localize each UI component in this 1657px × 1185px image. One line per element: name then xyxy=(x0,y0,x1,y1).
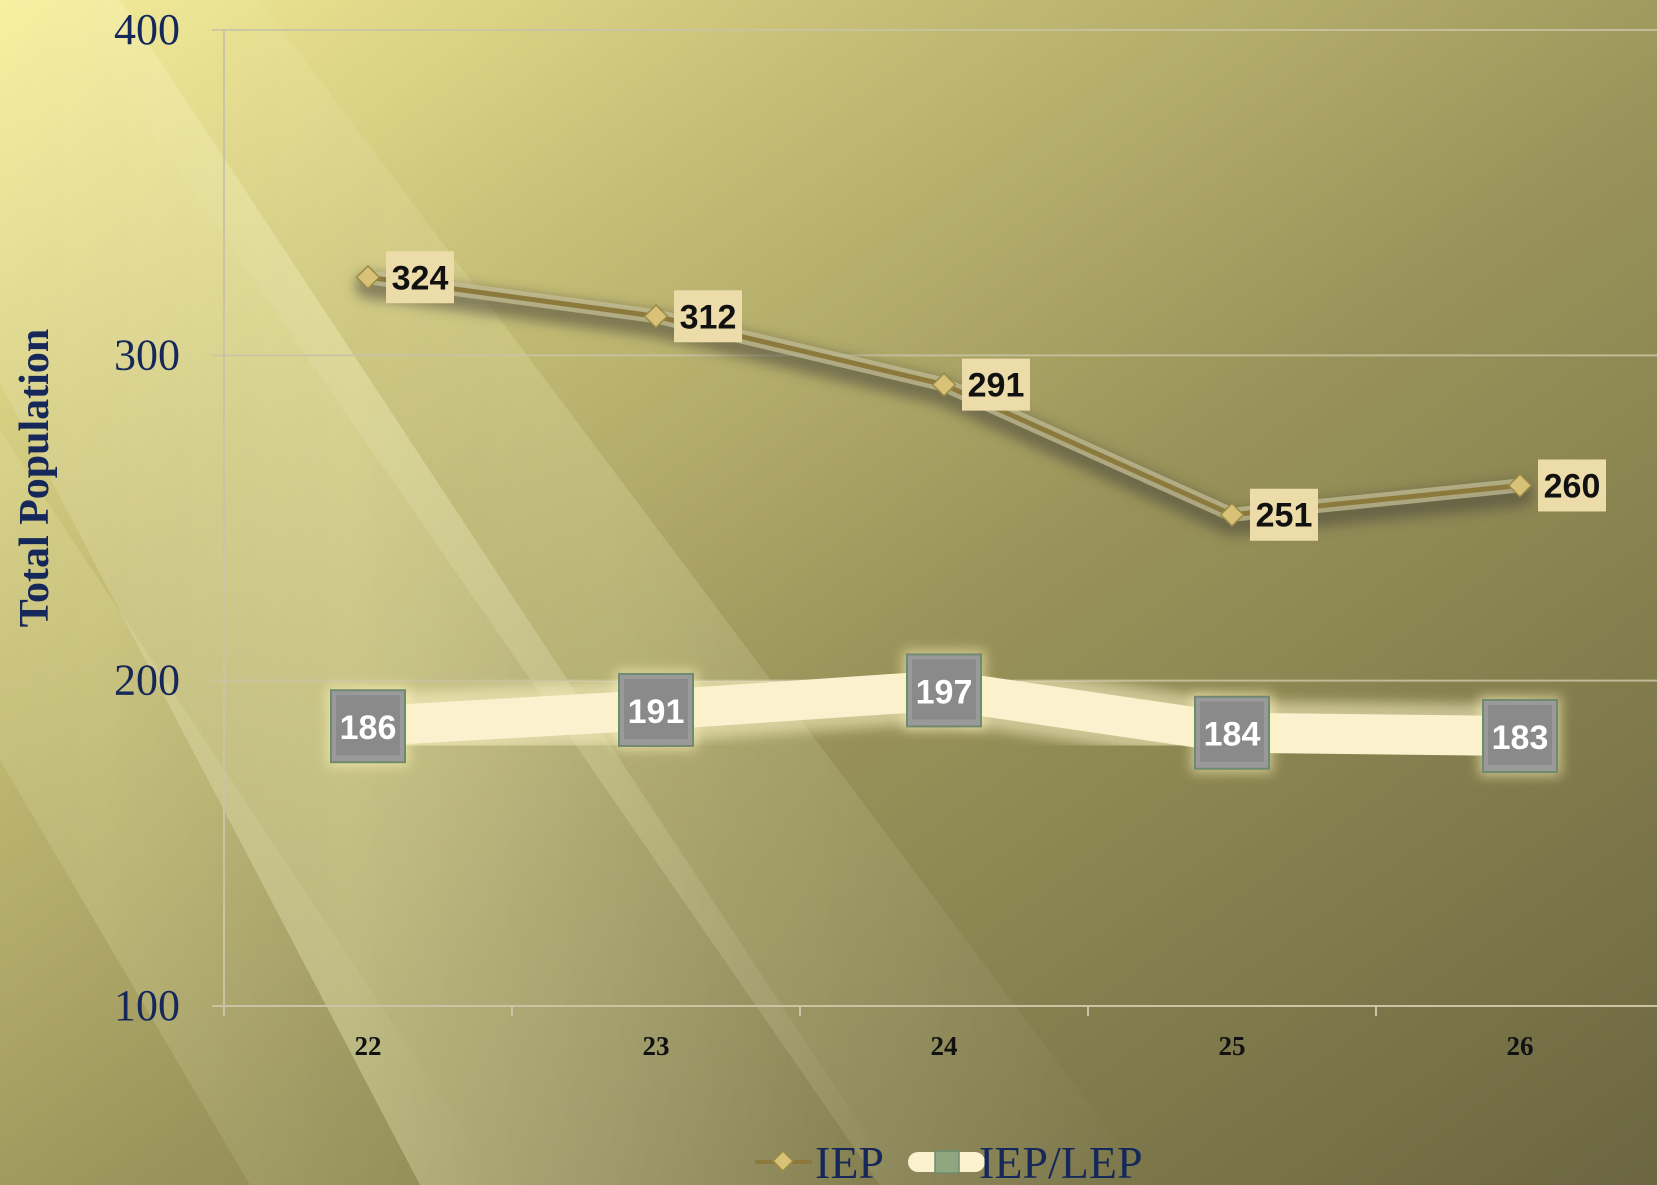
iep-data-label-box xyxy=(1250,488,1318,541)
iep-point-marker xyxy=(355,264,381,290)
iep-lep-data-label: 186 xyxy=(340,709,397,747)
legend: IEP IEP/LEP xyxy=(755,1137,1143,1185)
iep-data-label-box xyxy=(386,251,454,304)
iep-lep-marker-inner xyxy=(912,659,976,720)
iep-point-marker xyxy=(931,372,957,397)
y-tick-label: 200 xyxy=(114,656,180,705)
y-tick-label: 300 xyxy=(114,330,180,379)
legend-iep-marker xyxy=(772,1150,794,1172)
iep-lep-marker-inner xyxy=(336,695,400,756)
iep-lep-data-label: 183 xyxy=(1492,719,1549,757)
y-axis-label: Total Population xyxy=(12,329,58,627)
y-tick-label: 400 xyxy=(114,5,180,54)
legend-iep-lep-label: IEP/LEP xyxy=(979,1137,1143,1185)
iep-data-label-box xyxy=(962,358,1030,411)
iep-point-marker xyxy=(643,303,669,329)
iep-lep-data-label: 184 xyxy=(1204,716,1261,754)
axes xyxy=(212,30,1657,1016)
x-tick-labels: 22 23 24 25 26 xyxy=(355,1031,1534,1061)
iep-lep-data-label: 197 xyxy=(916,673,973,711)
iep-point-marker xyxy=(1219,502,1245,528)
iep-point-marker xyxy=(1507,473,1533,498)
iep-data-label-box xyxy=(674,290,742,343)
y-tick-label: 100 xyxy=(114,981,180,1030)
legend-iep-lep-marker xyxy=(934,1150,960,1174)
iep-data-label: 312 xyxy=(680,298,737,336)
iep-data-label: 291 xyxy=(968,367,1025,405)
legend-iep-label: IEP xyxy=(815,1137,884,1185)
x-tick-label: 25 xyxy=(1219,1031,1246,1061)
iep-data-label: 324 xyxy=(392,259,449,297)
iep-lep-data-label: 191 xyxy=(628,693,685,731)
x-tick-label: 23 xyxy=(643,1031,670,1061)
x-tick-label: 24 xyxy=(931,1031,958,1061)
iep-data-label: 251 xyxy=(1256,497,1313,535)
x-tick-label: 22 xyxy=(355,1031,382,1061)
iep-lep-marker-inner xyxy=(624,678,688,739)
iep-lep-marker-inner xyxy=(1488,704,1552,765)
x-tick-label: 26 xyxy=(1507,1031,1534,1061)
iep-data-label-box xyxy=(1538,459,1606,512)
iep-data-label: 260 xyxy=(1544,467,1601,505)
series: 324 312 291 251 260 186 191 197 184 183 xyxy=(327,251,1606,776)
iep-lep-marker-inner xyxy=(1200,701,1264,762)
y-tick-labels: 100 200 300 400 xyxy=(114,5,180,1030)
legend-item-iep-lep: IEP/LEP xyxy=(908,1137,1143,1185)
legend-item-iep: IEP xyxy=(755,1137,884,1185)
